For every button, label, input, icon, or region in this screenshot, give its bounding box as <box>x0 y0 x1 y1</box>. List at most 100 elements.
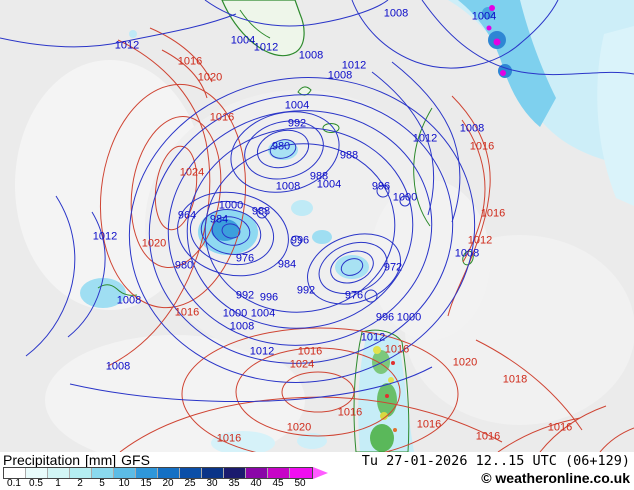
pressure-label: 1024 <box>179 166 205 179</box>
pressure-label: 988 <box>309 170 329 183</box>
pressure-label: 988 <box>251 205 271 218</box>
scale-tick-label: 40 <box>250 478 262 489</box>
pressure-label: 1008 <box>275 180 301 193</box>
weather-map-svg <box>0 0 634 452</box>
pressure-label: 1016 <box>174 306 200 319</box>
scale-segment <box>92 468 114 478</box>
pressure-label: 1016 <box>469 140 495 153</box>
scale-segment <box>224 468 246 478</box>
pressure-label: 1008 <box>298 49 324 62</box>
pressure-label: 1012 <box>249 345 275 358</box>
scale-segment <box>114 468 136 478</box>
pressure-label: 1016 <box>547 421 573 434</box>
scale-tick-label: 0.1 <box>7 478 21 489</box>
pressure-label: 996 <box>375 311 395 324</box>
scale-segment <box>290 468 312 478</box>
scale-tick-label: 45 <box>272 478 284 489</box>
pressure-label: 1008 <box>116 294 142 307</box>
forecast-datetime: Tu 27-01-2026 12..15 UTC (06+129) <box>361 453 630 469</box>
pressure-label: 1000 <box>396 311 422 324</box>
scale-segment <box>158 468 180 478</box>
legend-unit: [mm] <box>85 452 117 468</box>
pressure-label: 1008 <box>459 122 485 135</box>
pressure-label: 980 <box>174 259 194 272</box>
scale-tick-label: 10 <box>118 478 130 489</box>
scale-tick-label: 20 <box>162 478 174 489</box>
scale-tick-label: 30 <box>206 478 218 489</box>
scale-tick-label: 15 <box>140 478 152 489</box>
pressure-label: 964 <box>177 209 197 222</box>
pressure-label: 984 <box>209 213 229 226</box>
pressure-label: 1004 <box>250 307 276 320</box>
pressure-label: 996 <box>290 234 310 247</box>
pressure-label: 1008 <box>105 360 131 373</box>
pressure-label: 1016 <box>384 343 410 356</box>
legend-scale-bar <box>3 467 313 479</box>
pressure-label: 1012 <box>360 331 386 344</box>
pressure-label: 1004 <box>471 10 497 23</box>
pressure-label: 1012 <box>412 132 438 145</box>
scale-segment <box>26 468 48 478</box>
scale-tick-label: 25 <box>184 478 196 489</box>
pressure-label: 1008 <box>229 320 255 333</box>
pressure-label: 1004 <box>284 99 310 112</box>
pressure-label: 996 <box>259 291 279 304</box>
pressure-label: 1004 <box>230 34 256 47</box>
pressure-label: 1018 <box>502 373 528 386</box>
pressure-label: 1000 <box>392 191 418 204</box>
pressure-label: 992 <box>235 289 255 302</box>
pressure-label: 1020 <box>286 421 312 434</box>
pressure-label: 1020 <box>197 71 223 84</box>
pressure-label: 1012 <box>253 41 279 54</box>
scale-segment <box>202 468 224 478</box>
pressure-labels: 1008 1004 1012 1004 1012 1008 1012 1016 1020 1008… <box>92 7 573 445</box>
legend-parameter: Precipitation <box>3 452 81 468</box>
pressure-label: 1008 <box>454 247 480 260</box>
pressure-label: 1016 <box>475 430 501 443</box>
scale-segment <box>136 468 158 478</box>
pressure-label: 992 <box>287 117 307 130</box>
pressure-label: 1016 <box>416 418 442 431</box>
weather-map: 1008 1004 1012 1004 1012 1008 1012 1016 1020 1008… <box>0 0 634 452</box>
pressure-label: 980 <box>271 140 291 153</box>
scale-segment <box>70 468 92 478</box>
legend-model: GFS <box>121 452 150 468</box>
scale-segment <box>180 468 202 478</box>
pressure-label: 1016 <box>209 111 235 124</box>
pressure-label: 1012 <box>92 230 118 243</box>
scale-segment <box>246 468 268 478</box>
pressure-label: 1000 <box>222 307 248 320</box>
pressure-label: 976 <box>344 289 364 302</box>
pressure-label: 1024 <box>289 358 315 371</box>
pressure-label: 1020 <box>141 237 167 250</box>
legend-scale-ticks: 0.1 0.5 1 2 5 10 15 20 25 30 35 40 45 50 <box>3 479 343 490</box>
pressure-label: 992 <box>296 284 316 297</box>
pressure-label: 1000 <box>218 199 244 212</box>
pressure-label: 1016 <box>297 345 323 358</box>
pressure-label: 996 <box>371 180 391 193</box>
scale-tick-label: 1 <box>55 478 61 489</box>
scale-tick-label: 5 <box>99 478 105 489</box>
pressure-label: 1016 <box>480 207 506 220</box>
pressure-label: 1012 <box>114 39 140 52</box>
legend-scale-arrow <box>313 467 328 479</box>
scale-tick-label: 50 <box>294 478 306 489</box>
pressure-label: 1008 <box>327 69 353 82</box>
legend-title: Precipitation [mm] GFS <box>3 452 154 468</box>
scale-segment <box>48 468 70 478</box>
pressure-label: 1016 <box>216 432 242 445</box>
scale-tick-label: 0.5 <box>29 478 43 489</box>
pressure-label: 1012 <box>341 59 367 72</box>
legend-footer: Precipitation [mm] GFS 0.1 0.5 1 2 5 10 15 20 25 30… <box>0 452 634 490</box>
pressure-label: 1008 <box>383 7 409 20</box>
pressure-label: 972 <box>383 261 403 274</box>
pressure-label: 976 <box>235 252 255 265</box>
scale-tick-label: 2 <box>77 478 83 489</box>
pressure-label: 1020 <box>452 356 478 369</box>
scale-segment <box>268 468 290 478</box>
pressure-label: 988 <box>339 149 359 162</box>
pressure-label: 1004 <box>316 178 342 191</box>
pressure-label: 1016 <box>337 406 363 419</box>
pressure-label: 984 <box>277 258 297 271</box>
scale-tick-label: 35 <box>228 478 240 489</box>
